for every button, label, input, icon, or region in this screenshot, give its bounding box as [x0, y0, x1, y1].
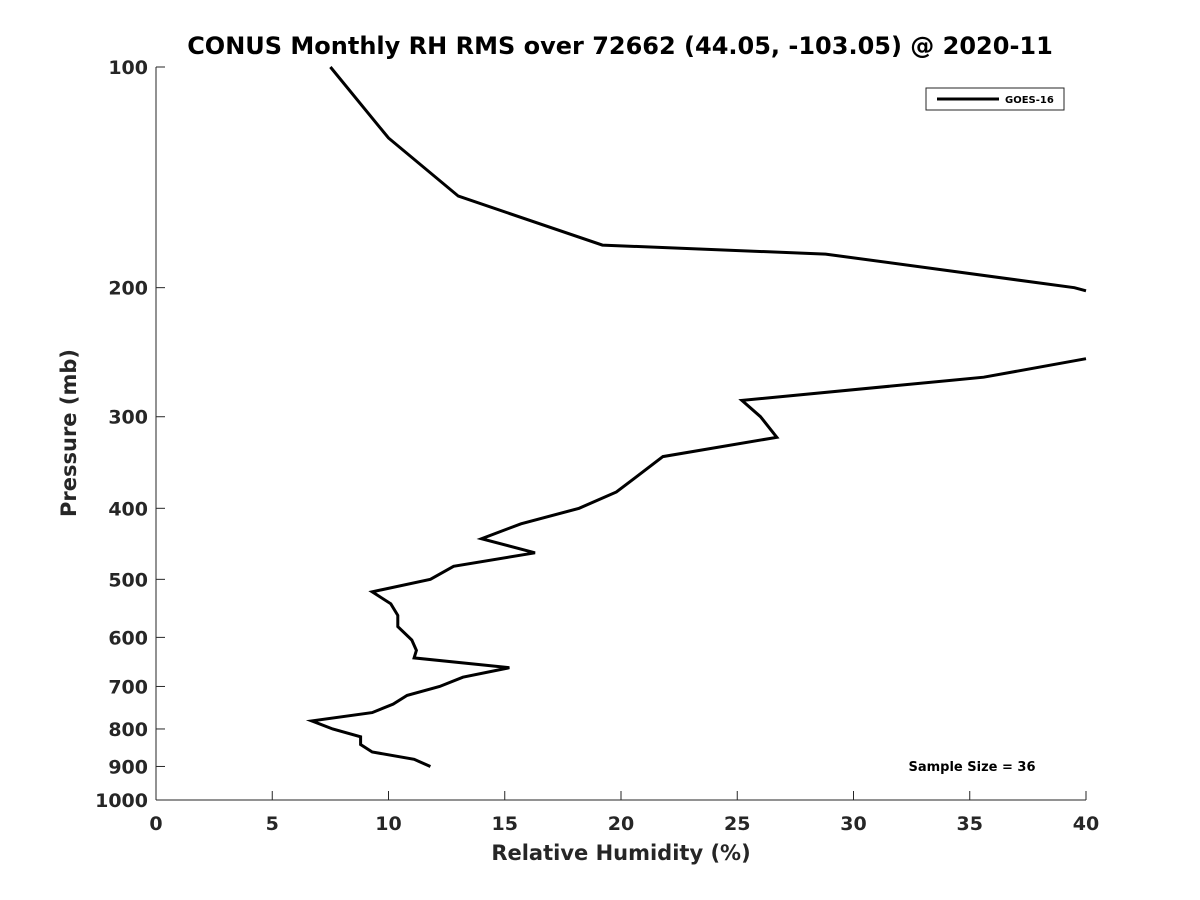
y-tick-label: 200	[108, 278, 148, 300]
series-line-goes-16-segment-2	[305, 357, 1087, 768]
series-layer	[305, 66, 1087, 768]
series-line-goes-16-segment-1	[329, 66, 1087, 293]
y-tick-label: 900	[108, 756, 148, 778]
x-tick-label: 25	[724, 813, 750, 835]
chart-title: CONUS Monthly RH RMS over 72662 (44.05, …	[187, 32, 1053, 60]
plot-area: 0 5 10 15 20 25 30 35 40 100 200 300 400 500 600 700 80…	[95, 57, 1099, 835]
x-tick-label: 40	[1073, 813, 1099, 835]
sample-size-annotation: Sample Size = 36	[908, 760, 1035, 775]
y-tick-label: 800	[108, 719, 148, 741]
x-ticks: 0 5 10 15 20 25 30 35 40	[149, 791, 1099, 835]
y-tick-label: 600	[108, 627, 148, 649]
y-tick-label: 500	[108, 569, 148, 591]
x-tick-label: 35	[957, 813, 983, 835]
x-tick-label: 10	[375, 813, 401, 835]
x-tick-label: 30	[840, 813, 866, 835]
y-tick-label: 700	[108, 676, 148, 698]
y-tick-label: 1000	[95, 790, 148, 812]
x-tick-label: 0	[149, 813, 162, 835]
x-tick-label: 5	[266, 813, 279, 835]
y-ticks: 100 200 300 400 500 600 700 800 900 1000	[95, 57, 165, 812]
x-axis-label: Relative Humidity (%)	[491, 841, 750, 865]
x-tick-label: 20	[608, 813, 634, 835]
y-axis-label: Pressure (mb)	[57, 349, 81, 517]
x-tick-label: 15	[492, 813, 518, 835]
legend: GOES-16	[925, 87, 1065, 111]
y-tick-label: 100	[108, 57, 148, 79]
y-tick-label: 400	[108, 498, 148, 520]
y-tick-label: 300	[108, 407, 148, 429]
legend-label-goes-16: GOES-16	[1005, 95, 1054, 106]
